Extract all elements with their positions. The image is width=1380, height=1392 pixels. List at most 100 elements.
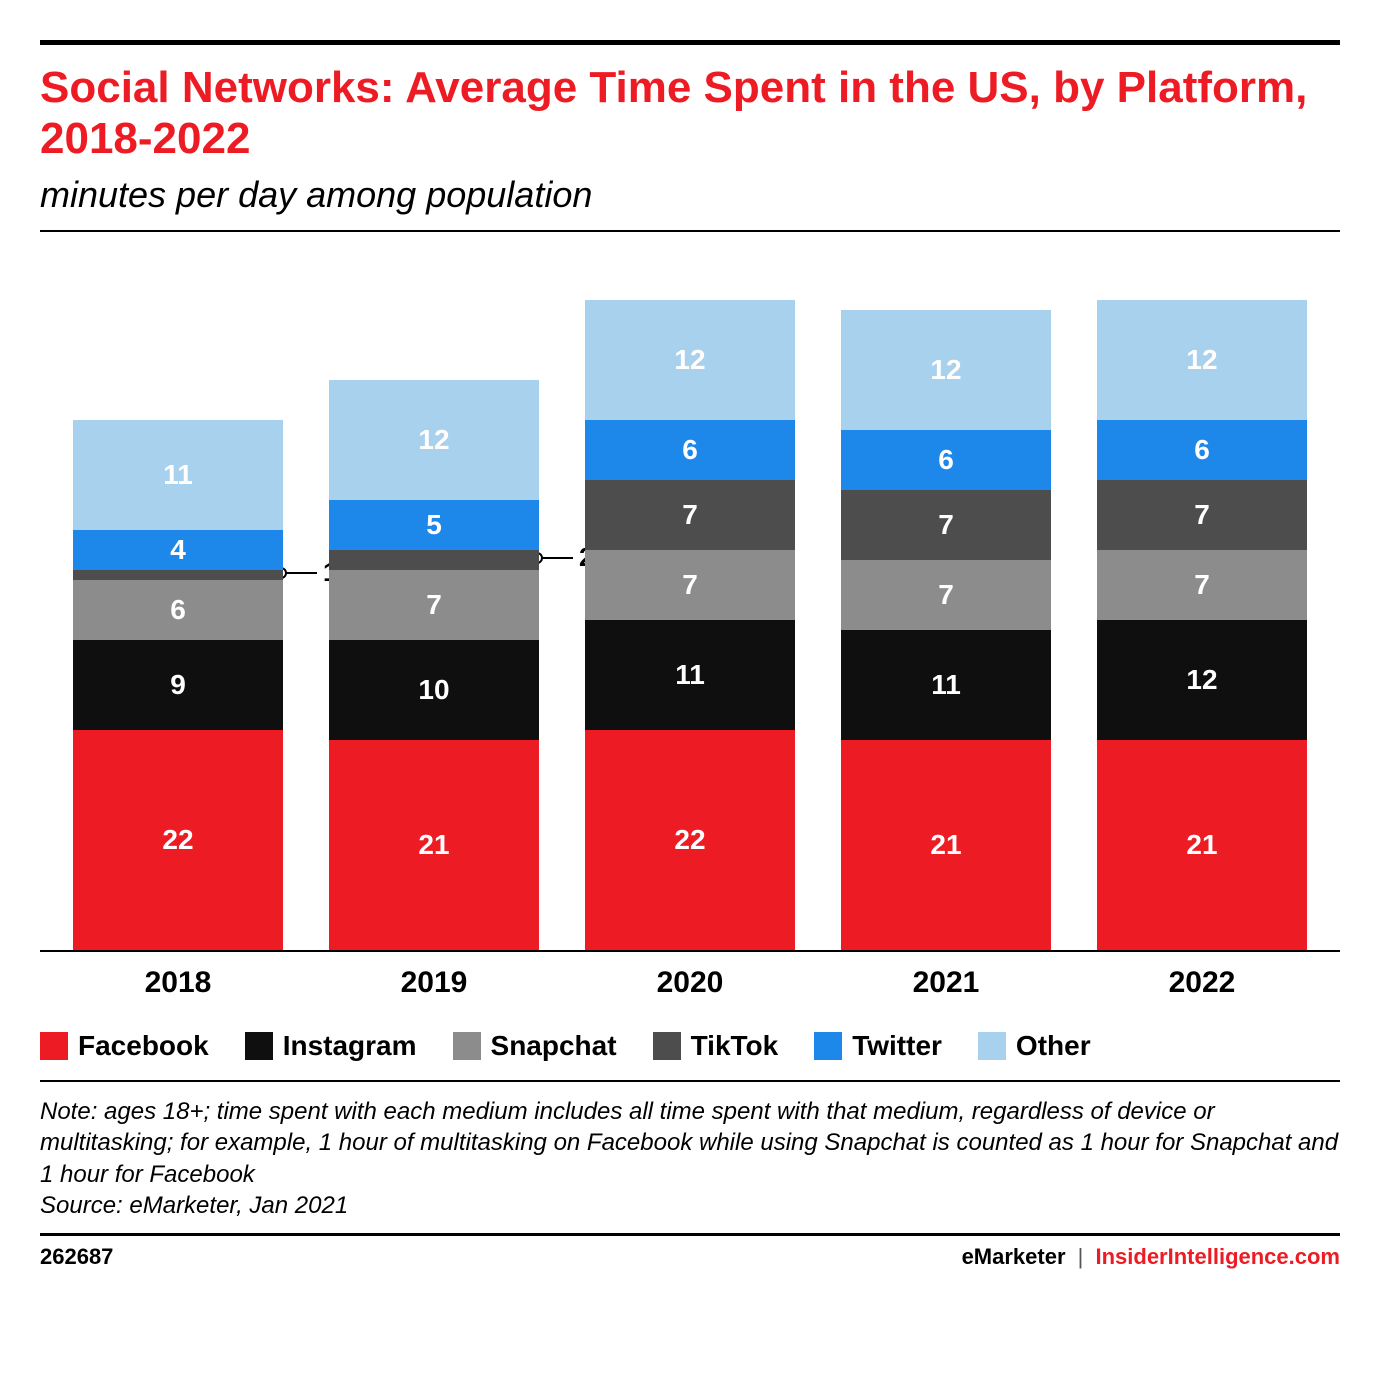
x-axis-label: 2020 [562,966,818,1000]
source-text: Source: eMarketer, Jan 2021 [40,1192,348,1219]
segment-value: 11 [675,659,705,691]
bar-group-2018: 12296411 [50,272,306,950]
segment-value: 7 [682,569,698,601]
segment-other: 12 [329,380,539,500]
segment-value: 6 [1194,434,1210,466]
segment-twitter: 5 [329,500,539,550]
stacked-bar: 21 12 7 7 6 12 [1097,300,1307,950]
segment-other: 11 [73,420,283,530]
segment-value: 7 [682,499,698,531]
segment-value: 7 [938,579,954,611]
chart-plot-area: 1229641122110751222117761221117761221127… [40,272,1340,952]
footer-separator: | [1078,1244,1084,1269]
segment-value: 21 [930,829,961,861]
segment-facebook: 22 [585,730,795,950]
chart-title: Social Networks: Average Time Spent in t… [40,63,1340,164]
x-axis-label: 2019 [306,966,562,1000]
chart-subtitle: minutes per day among population [40,174,1340,216]
segment-value: 6 [682,434,698,466]
stacked-bar: 21 11 7 7 6 12 [841,310,1051,950]
segment-tiktok [73,570,283,580]
legend-item-tiktok: TikTok [653,1030,779,1062]
footer-brands: eMarketer | InsiderIntelligence.com [962,1244,1340,1270]
segment-instagram: 9 [73,640,283,730]
legend-swatch [653,1032,681,1060]
segment-value: 7 [938,509,954,541]
segment-twitter: 6 [1097,420,1307,480]
segment-twitter: 6 [841,430,1051,490]
legend-swatch [978,1032,1006,1060]
segment-facebook: 21 [841,740,1051,950]
segment-snapchat: 7 [585,550,795,620]
note-text: Note: ages 18+; time spent with each med… [40,1098,1338,1187]
stacked-bar: 22 9 6 4 11 [73,420,283,950]
x-axis-label: 2021 [818,966,1074,1000]
legend-label: Twitter [852,1030,942,1062]
segment-value: 9 [170,669,186,701]
legend-item-twitter: Twitter [814,1030,942,1062]
segment-value: 21 [1186,829,1217,861]
segment-instagram: 12 [1097,620,1307,740]
chart-note: Note: ages 18+; time spent with each med… [40,1082,1340,1236]
segment-tiktok: 7 [841,490,1051,560]
segment-snapchat: 6 [73,580,283,640]
legend-label: Snapchat [491,1030,617,1062]
legend-label: Other [1016,1030,1091,1062]
segment-twitter: 4 [73,530,283,570]
segment-value: 12 [1186,344,1217,376]
legend-item-other: Other [978,1030,1091,1062]
segment-instagram: 11 [841,630,1051,740]
segment-value: 22 [674,824,705,856]
segment-snapchat: 7 [1097,550,1307,620]
segment-facebook: 21 [1097,740,1307,950]
header-rule [40,230,1340,232]
footer-brand-2: InsiderIntelligence.com [1095,1244,1340,1269]
legend-item-facebook: Facebook [40,1030,209,1062]
segment-value: 22 [162,824,193,856]
bar-group-2022: 21 12 7 7 6 12 [1074,272,1330,950]
legend-swatch [814,1032,842,1060]
segment-instagram: 11 [585,620,795,730]
bar-group-2019: 221107512 [306,272,562,950]
legend-swatch [453,1032,481,1060]
segment-value: 4 [170,534,186,566]
legend-swatch [245,1032,273,1060]
segment-value: 11 [931,669,961,701]
segment-twitter: 6 [585,420,795,480]
segment-other: 12 [1097,300,1307,420]
segment-value: 7 [1194,499,1210,531]
x-axis-label: 2018 [50,966,306,1000]
x-axis-labels: 20182019202020212022 [40,952,1340,1024]
segment-tiktok: 7 [585,480,795,550]
segment-value: 12 [930,354,961,386]
segment-value: 12 [418,424,449,456]
legend-item-instagram: Instagram [245,1030,417,1062]
segment-value: 7 [426,589,442,621]
legend-label: Instagram [283,1030,417,1062]
segment-value: 6 [170,594,186,626]
bar-group-2021: 21 11 7 7 6 12 [818,272,1074,950]
segment-value: 7 [1194,569,1210,601]
legend-item-snapchat: Snapchat [453,1030,617,1062]
segment-snapchat: 7 [841,560,1051,630]
segment-value: 5 [426,509,442,541]
footer-brand-1: eMarketer [962,1244,1066,1269]
segment-facebook: 22 [73,730,283,950]
legend-label: TikTok [691,1030,779,1062]
segment-value: 6 [938,444,954,476]
stacked-bar: 21 10 7 5 12 [329,380,539,950]
legend-label: Facebook [78,1030,209,1062]
chart-container: Social Networks: Average Time Spent in t… [40,40,1340,1270]
segment-instagram: 10 [329,640,539,740]
legend-swatch [40,1032,68,1060]
segment-other: 12 [585,300,795,420]
chart-footer: 262687 eMarketer | InsiderIntelligence.c… [40,1236,1340,1270]
bar-group-2020: 22 11 7 7 6 12 [562,272,818,950]
footer-id: 262687 [40,1244,113,1270]
segment-facebook: 21 [329,740,539,950]
x-axis-label: 2022 [1074,966,1330,1000]
chart-legend: Facebook Instagram Snapchat TikTok Twitter Ot… [40,1024,1340,1082]
segment-value: 21 [418,829,449,861]
segment-tiktok [329,550,539,570]
segment-value: 12 [674,344,705,376]
